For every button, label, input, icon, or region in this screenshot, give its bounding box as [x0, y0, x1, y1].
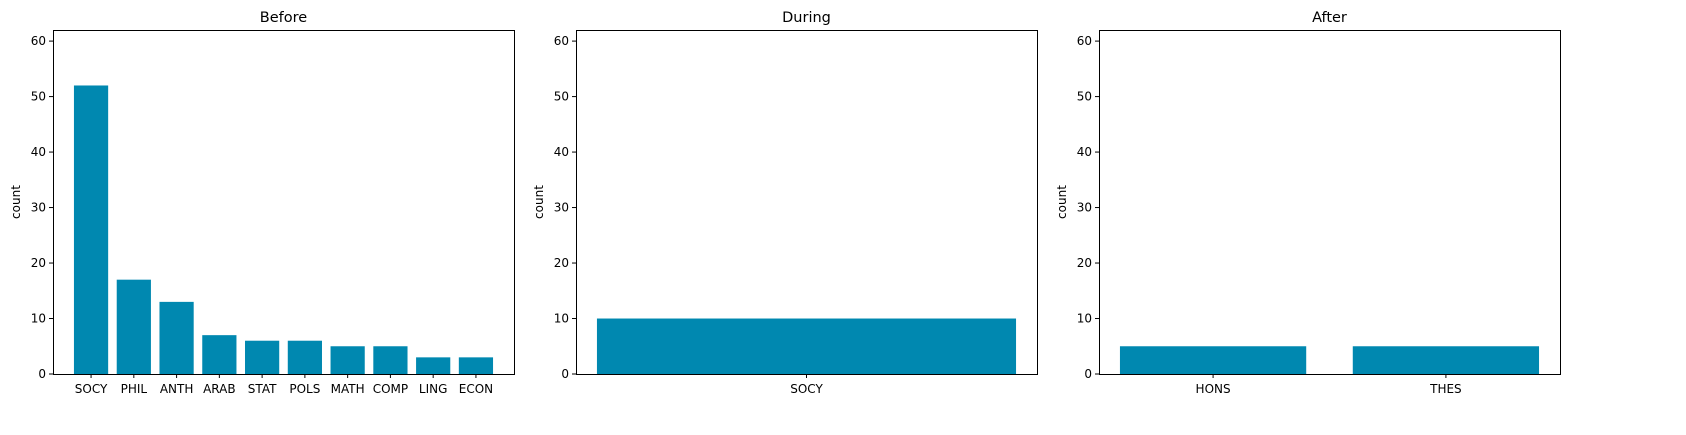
y-tick-label: 60 — [554, 34, 569, 48]
chart-title: Before — [260, 10, 307, 26]
y-tick-label: 10 — [554, 312, 569, 326]
axes-frame — [53, 30, 515, 375]
x-tick-label-thes: THES — [1429, 382, 1462, 396]
y-tick-label: 40 — [31, 145, 46, 159]
bar-hons — [1119, 346, 1307, 374]
axes-frame — [1099, 30, 1561, 375]
y-tick-label: 10 — [31, 312, 46, 326]
x-tick-label-socy: SOCY — [790, 382, 823, 396]
y-axis-label: count — [9, 185, 23, 219]
x-tick-label-arab: ARAB — [203, 382, 236, 396]
x-tick-label-stat: STAT — [248, 382, 277, 396]
y-tick-label: 60 — [31, 34, 46, 48]
y-tick-label: 50 — [554, 90, 569, 104]
bar-phil — [116, 279, 151, 374]
y-axis-label: count — [532, 185, 546, 219]
bar-stat — [245, 340, 280, 374]
x-tick-label-hons: HONS — [1196, 382, 1231, 396]
y-axis-label: count — [1055, 185, 1069, 219]
bar-math — [330, 346, 365, 374]
y-tick-label: 30 — [1077, 201, 1092, 215]
bar-socy — [596, 318, 1017, 374]
x-tick-label-phil: PHIL — [121, 382, 148, 396]
y-tick-label: 10 — [1077, 312, 1092, 326]
y-tick-label: 50 — [31, 90, 46, 104]
x-tick-label-math: MATH — [331, 382, 365, 396]
y-tick-label: 0 — [561, 367, 569, 381]
x-tick-label-socy: SOCY — [75, 382, 108, 396]
bar-socy — [73, 85, 109, 374]
chart-title: During — [782, 10, 831, 26]
y-tick-label: 40 — [1077, 145, 1092, 159]
y-tick-label: 20 — [31, 256, 46, 270]
y-tick-label: 40 — [554, 145, 569, 159]
y-tick-label: 60 — [1077, 34, 1092, 48]
bar-arab — [202, 335, 237, 374]
x-tick-label-econ: ECON — [459, 382, 493, 396]
bar-anth — [159, 301, 194, 374]
y-tick-label: 0 — [38, 367, 46, 381]
y-tick-label: 0 — [1084, 367, 1092, 381]
bar-comp — [373, 346, 408, 374]
bar-thes — [1352, 346, 1540, 374]
y-tick-label: 50 — [1077, 90, 1092, 104]
y-tick-label: 20 — [1077, 256, 1092, 270]
y-tick-label: 30 — [554, 201, 569, 215]
y-tick-label: 20 — [554, 256, 569, 270]
chart-title: After — [1312, 10, 1347, 26]
x-tick-label-ling: LING — [419, 382, 448, 396]
x-tick-label-pols: POLS — [289, 382, 320, 396]
x-tick-label-comp: COMP — [373, 382, 408, 396]
x-tick-label-anth: ANTH — [160, 382, 194, 396]
bar-ling — [416, 357, 451, 374]
y-tick-label: 30 — [31, 201, 46, 215]
bar-econ — [458, 357, 494, 374]
bar-pols — [287, 340, 322, 374]
